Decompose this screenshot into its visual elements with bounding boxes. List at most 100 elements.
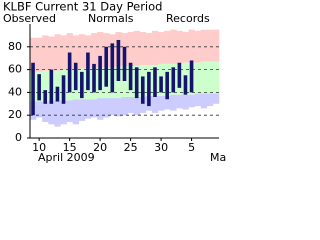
observed-bar (37, 74, 41, 101)
normal-band (121, 66, 128, 97)
record-high-band (188, 29, 195, 63)
x-tick-label: 20 (93, 141, 107, 154)
observed-bar (128, 62, 133, 91)
record-low-band (109, 98, 116, 116)
record-high-band (48, 36, 55, 71)
record-high-band (200, 29, 208, 62)
observed-bar (189, 60, 194, 93)
record-low-band (188, 94, 195, 108)
observed-bar (43, 90, 48, 104)
x-tick-label: 25 (124, 141, 138, 154)
x-tick-label: 30 (154, 141, 168, 154)
record-high-band (133, 30, 141, 67)
record-high-band (145, 33, 153, 66)
record-low-band (133, 96, 141, 116)
observed-bar (153, 67, 157, 97)
legend-entry: Records (166, 12, 210, 25)
record-low-band (54, 100, 61, 127)
observed-bar (49, 69, 54, 104)
normal-band (42, 70, 49, 102)
record-low-band (66, 100, 73, 123)
observed-bar (61, 75, 66, 104)
record-high-band (182, 31, 189, 63)
chart-title: KLBF Current 31 Day Period (3, 0, 162, 14)
record-high-band (78, 34, 86, 69)
observed-bar (140, 76, 145, 104)
record-low-band (212, 93, 220, 104)
normal-band (212, 61, 220, 94)
record-high-band (212, 29, 220, 62)
record-low-band (206, 93, 214, 107)
observed-bar (171, 67, 176, 93)
record-high-band (206, 29, 214, 62)
record-low-band (121, 96, 128, 116)
chart: KLBF Current 31 Day Period Observed Norma… (3, 0, 226, 164)
record-low-band (164, 95, 171, 110)
legend-entry: Normals (88, 12, 134, 25)
observed-bar (55, 86, 60, 102)
observed-bar (134, 67, 139, 99)
observed-bar (177, 62, 182, 88)
y-tick-label: 80 (8, 40, 22, 53)
record-low-band (78, 99, 86, 121)
record-low-band (72, 99, 80, 125)
y-tick-label: 0 (15, 131, 22, 144)
observed-bar (116, 39, 121, 81)
record-high-band (90, 33, 98, 69)
record-high-band (127, 31, 134, 67)
observed-bar (122, 46, 127, 81)
record-high-band (139, 31, 147, 66)
record-high-band (151, 30, 159, 66)
y-tick-label: 40 (8, 85, 22, 98)
x-axis-month: April 2009 (38, 151, 95, 164)
observed-bar (159, 76, 163, 93)
record-low-band (139, 96, 147, 113)
x-tick-label: 5 (188, 141, 195, 154)
record-low-band (151, 95, 159, 113)
record-low-band (170, 94, 177, 111)
y-tick-label: 60 (8, 63, 22, 76)
normal-band (194, 62, 202, 94)
observed-bar (104, 46, 109, 87)
observed-bar (98, 55, 102, 91)
record-low-band (90, 99, 98, 118)
legend: Observed Normals Records (3, 12, 210, 25)
normal-band (115, 66, 122, 99)
observed-bar (110, 43, 115, 93)
observed-bar (67, 52, 72, 93)
record-high-band (158, 31, 165, 64)
record-high-band (176, 30, 183, 64)
observed-bar (147, 71, 151, 107)
x-tick-label: 10 (32, 141, 46, 154)
record-high-band (60, 35, 67, 70)
observed-bar (86, 52, 90, 91)
record-low-band (97, 98, 104, 120)
observed-bar (73, 62, 78, 91)
record-low-band (200, 93, 208, 109)
observed-bar (80, 71, 84, 99)
x-tick-label: 15 (63, 141, 77, 154)
record-high-band (164, 30, 171, 64)
record-low-band (42, 101, 49, 123)
record-high-band (84, 35, 92, 69)
legend-entry: Observed (3, 12, 56, 25)
record-high-band (66, 33, 73, 70)
record-low-band (158, 95, 165, 111)
record-low-band (182, 94, 189, 110)
record-low-band (194, 93, 202, 107)
record-high-band (72, 35, 80, 70)
observed-bar (31, 62, 35, 116)
record-low-band (103, 98, 110, 118)
record-high-band (30, 37, 37, 72)
record-low-band (115, 98, 122, 117)
normal-band (54, 70, 61, 101)
record-low-band (84, 99, 92, 119)
x-axis-next-month: Ma (210, 151, 226, 164)
record-high-band (54, 34, 61, 71)
normal-band (200, 61, 208, 94)
record-high-band (42, 35, 49, 71)
record-high-band (194, 30, 202, 63)
record-low-band (48, 100, 55, 125)
record-low-band (127, 96, 134, 113)
observed-bar (165, 71, 169, 100)
